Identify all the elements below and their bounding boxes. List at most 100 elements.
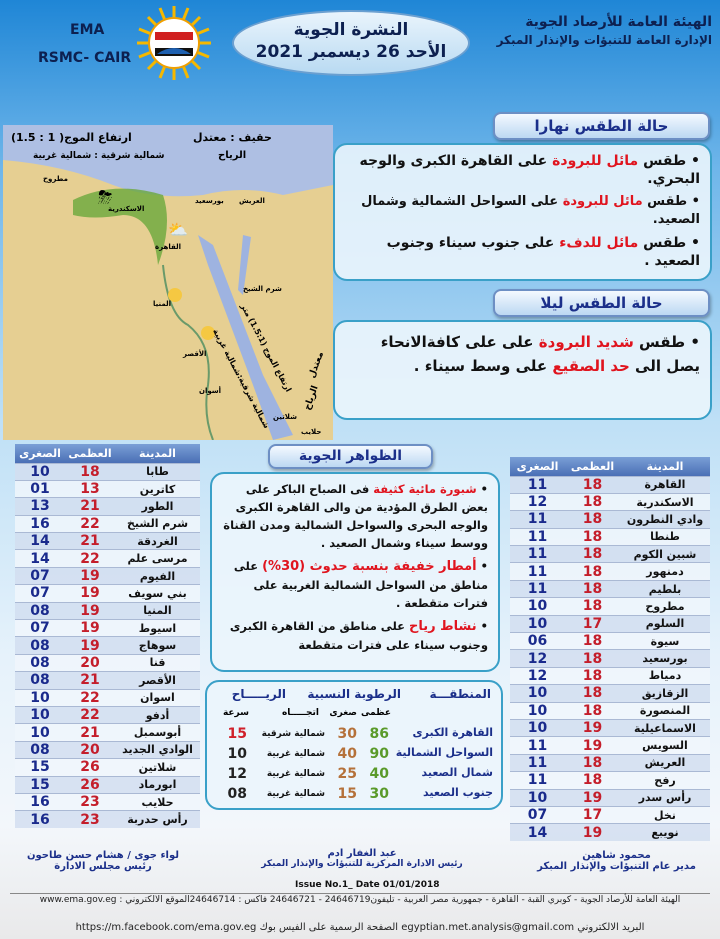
max-temp: 19 xyxy=(565,788,620,807)
min-temp: 08 xyxy=(15,653,65,672)
city-name: الغردقة xyxy=(115,532,200,550)
max-temp: 19 xyxy=(65,619,115,637)
min-temp: 11 xyxy=(510,579,565,598)
city-name: بني سويف xyxy=(115,584,200,603)
min-temp: 08 xyxy=(15,636,65,655)
sig-name: لواء جوى / هشام حسن طاحون xyxy=(26,850,180,861)
humidity-wind-box: المنطقـــة الرطوبة النسبية الريـــــاح ع… xyxy=(205,680,503,810)
city-name: قنا xyxy=(115,653,200,672)
city-name: السلوم xyxy=(620,614,710,633)
org-department: الإدارة العامة للتنبؤات والإنذار المبكر xyxy=(496,33,712,47)
city-name: الاسماعيلية xyxy=(620,718,710,737)
partly-cloudy-icon: ⛅ xyxy=(168,220,188,239)
wind-speed: 15 xyxy=(227,726,247,742)
max-temp: 19 xyxy=(65,566,115,585)
table-row: العريش 18 11 xyxy=(510,753,710,772)
issue-number: Issue No.1_ Date 01/01/2018 xyxy=(295,880,440,890)
table-row: السلوم 17 10 xyxy=(510,614,710,633)
sig-title: رئيس الادارة المركزية للتنبؤات والإنذار … xyxy=(261,859,463,869)
org-name: الهيئة العامة للأرصاد الجوية xyxy=(525,14,712,30)
table-row: طنطا 18 11 xyxy=(510,527,710,546)
wind-direction: شمالية غربية xyxy=(266,769,325,779)
footer-contact: البريد الالكتروني egyptian.met.analysis@… xyxy=(75,922,645,933)
table-row: رفح 18 11 xyxy=(510,771,710,790)
max-temp: 18 xyxy=(565,597,620,616)
hum-max: 40 xyxy=(369,766,389,782)
min-temp: 10 xyxy=(510,597,565,616)
city-name: رأس سدر xyxy=(620,788,710,807)
max-temp: 18 xyxy=(565,701,620,720)
table-row: الفيوم 19 07 xyxy=(15,566,200,585)
night-item: • طقس شديد البرودة على على كافةالانحاء ي… xyxy=(380,333,700,375)
min-temp: 06 xyxy=(510,632,565,650)
city-name: بورسعيد xyxy=(620,649,710,668)
city-name: سيوة xyxy=(620,632,710,650)
map-wave-height: ارتفاع الموج( 1 : 1.5) xyxy=(11,131,132,144)
phenomena-box: • شبورة مائية كثيفة فى الصباح الباكر على… xyxy=(210,472,500,672)
rsmc-label: RSMC- CAIR xyxy=(38,50,132,66)
sig-title: مدير عام التنبؤات والإنذار المبكر xyxy=(537,861,696,872)
max-temp: 13 xyxy=(65,479,115,498)
bulletin-date: الأحد 26 ديسمبر 2021 xyxy=(255,42,447,62)
city-name: نخل xyxy=(620,805,710,824)
city-name: المنيا xyxy=(115,601,200,620)
city-name: رفح xyxy=(620,771,710,790)
wind-direction: شمالية غربية xyxy=(266,789,325,799)
city-name: ابورماد xyxy=(115,775,200,794)
city-name: شلاتين xyxy=(115,758,200,777)
wind-speed: 08 xyxy=(227,786,247,802)
city-name: نويبع xyxy=(620,823,710,842)
hum-header-min: صغرى xyxy=(329,708,357,718)
city-name: الطور xyxy=(115,497,200,516)
night-weather-box: • طقس شديد البرودة على على كافةالانحاء ي… xyxy=(333,320,712,420)
col-city: المدينة xyxy=(620,457,710,476)
table-row: الاسكندرية 18 12 xyxy=(510,492,710,511)
map-city: المنيا xyxy=(153,300,172,308)
city-name: شبين الكوم xyxy=(620,545,710,563)
city-name: اسوان xyxy=(115,688,200,707)
city-name: المنصورة xyxy=(620,701,710,720)
city-name: حلايب xyxy=(115,792,200,811)
map-city: القاهرة xyxy=(155,243,182,251)
min-temp: 11 xyxy=(510,562,565,581)
max-temp: 26 xyxy=(65,758,115,777)
min-temp: 12 xyxy=(510,666,565,685)
min-temp: 10 xyxy=(15,723,65,742)
wind-speed: 12 xyxy=(227,766,247,782)
max-temp: 18 xyxy=(565,753,620,772)
table-row: وادي النطرون 18 11 xyxy=(510,510,710,529)
max-temp: 18 xyxy=(565,475,620,494)
table-row: الزقازيق 18 10 xyxy=(510,684,710,703)
table-row: أبوسمبل 21 10 xyxy=(15,723,200,742)
min-temp: 10 xyxy=(15,688,65,707)
max-temp: 26 xyxy=(65,775,115,794)
left-cities-table: المدينة العظمى الصغرى طابا 18 10 كاترين 13 01 ال… xyxy=(15,444,200,829)
min-temp: 14 xyxy=(15,532,65,550)
table-row: رأس سدر 19 10 xyxy=(510,788,710,807)
day-weather-box: • طقس مائل للبرودة على القاهرة الكبرى وا… xyxy=(333,143,712,281)
min-temp: 14 xyxy=(510,823,565,842)
max-temp: 18 xyxy=(565,649,620,668)
footer-address: الهيئة العامة للأرصاد الجوية - كوبري الق… xyxy=(39,895,681,905)
city-name: الأقصر xyxy=(115,671,200,690)
map-sea-state: حقيف : معتدل xyxy=(193,131,272,144)
hum-max: 30 xyxy=(369,786,389,802)
hum-header-humidity: الرطوبة النسبية xyxy=(307,687,401,701)
wind-speed: 10 xyxy=(227,746,247,762)
day-weather-title: حالة الطقس نهارا xyxy=(493,112,710,140)
bulletin-title: النشرة الجوية xyxy=(293,20,409,40)
table-row: المنصورة 18 10 xyxy=(510,701,710,720)
city-name: العريش xyxy=(620,753,710,772)
wind-direction: شمالية غربية xyxy=(266,749,325,759)
min-temp: 11 xyxy=(510,475,565,494)
max-temp: 19 xyxy=(65,584,115,603)
max-temp: 17 xyxy=(565,805,620,824)
city-name: رأس حدربة xyxy=(115,810,200,829)
min-temp: 10 xyxy=(510,684,565,703)
map-city: أسوان xyxy=(199,387,222,395)
city-name: بلطيم xyxy=(620,579,710,598)
phenomena-item: • نشاط رياح على مناطق من القاهرة الكبرى … xyxy=(229,619,488,652)
max-temp: 21 xyxy=(65,723,115,742)
table-row: رأس حدربة 23 16 xyxy=(15,810,200,829)
min-temp: 07 xyxy=(15,566,65,585)
